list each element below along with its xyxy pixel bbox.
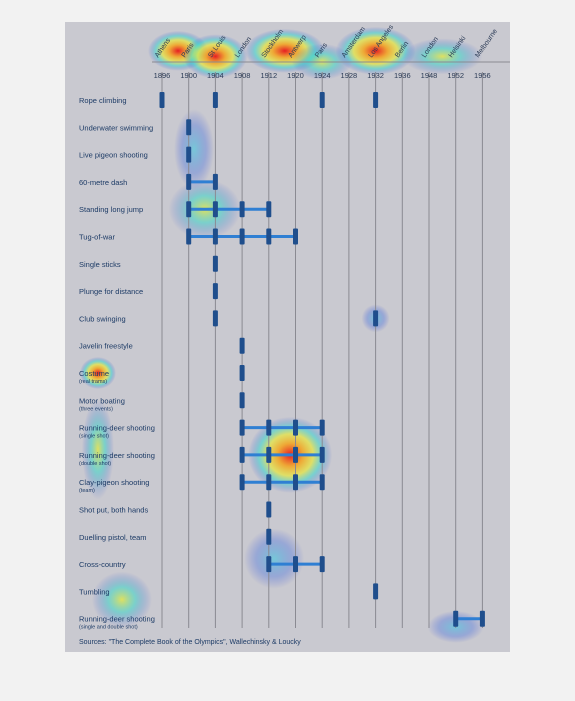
event-year-marker: [213, 283, 218, 299]
event-year-marker: [213, 201, 218, 217]
heat-blob: [174, 109, 214, 189]
event-year-marker: [320, 420, 325, 436]
event-year-marker: [373, 92, 378, 108]
year-label: 1932: [367, 71, 384, 80]
event-year-marker: [240, 201, 245, 217]
event-year-marker: [266, 502, 271, 518]
event-year-marker: [213, 310, 218, 326]
year-label: 1928: [341, 71, 358, 80]
year-label: 1896: [154, 71, 171, 80]
event-year-marker: [240, 420, 245, 436]
year-label: 1908: [234, 71, 251, 80]
event-year-marker: [293, 229, 298, 245]
event-year-marker: [373, 583, 378, 599]
event-label: Costume: [79, 369, 109, 378]
event-year-marker: [240, 229, 245, 245]
event-year-marker: [186, 174, 191, 190]
event-year-marker: [320, 92, 325, 108]
city-label: Melbourne: [474, 28, 499, 59]
event-year-marker: [240, 474, 245, 490]
event-year-marker: [293, 420, 298, 436]
event-label: Rope climbing: [79, 96, 127, 105]
event-year-marker: [320, 474, 325, 490]
event-year-marker: [213, 92, 218, 108]
event-label: Single sticks: [79, 260, 121, 269]
event-year-marker: [480, 611, 485, 627]
event-year-marker: [240, 338, 245, 354]
event-label: Plunge for distance: [79, 287, 143, 296]
event-year-marker: [186, 147, 191, 163]
year-label: 1924: [314, 71, 331, 80]
event-year-marker: [293, 474, 298, 490]
event-year-marker: [186, 119, 191, 135]
attention-heat-overlay: [80, 27, 484, 643]
event-label: Motor boating: [79, 396, 125, 405]
event-sublabel: (team): [79, 488, 95, 494]
event-year-marker: [293, 447, 298, 463]
event-label: Running-deer shooting: [79, 424, 155, 433]
event-sublabel: (single shot): [79, 434, 109, 440]
event-year-marker: [240, 365, 245, 381]
event-year-marker: [266, 201, 271, 217]
event-year-marker: [266, 556, 271, 572]
event-year-marker: [240, 392, 245, 408]
event-year-marker: [373, 310, 378, 326]
event-year-marker: [453, 611, 458, 627]
event-label: Club swinging: [79, 314, 126, 323]
event-year-marker: [266, 474, 271, 490]
event-label: Javelin freestyle: [79, 342, 133, 351]
event-label: Running-deer shooting: [79, 615, 155, 624]
event-label: Underwater swimming: [79, 123, 153, 132]
chart-panel: Athens 1896 Paris 1900 St Louis 1904 London 190…: [65, 22, 510, 652]
year-label: 1900: [180, 71, 197, 80]
year-label: 1956: [474, 71, 491, 80]
event-label: Running-deer shooting: [79, 451, 155, 460]
event-label: Cross-country: [79, 560, 126, 569]
event-year-marker: [186, 229, 191, 245]
event-label: 60-metre dash: [79, 178, 127, 187]
event-year-marker: [293, 556, 298, 572]
event-year-marker: [240, 447, 245, 463]
event-sublabel: (double shot): [79, 461, 111, 467]
year-label: 1948: [421, 71, 438, 80]
event-sublabel: (real trams): [79, 379, 107, 385]
event-year-marker: [160, 92, 165, 108]
event-year-marker: [266, 420, 271, 436]
event-label: Shot put, both hands: [79, 506, 148, 515]
event-label: Tumbling: [79, 587, 110, 596]
event-label: Standing long jump: [79, 205, 143, 214]
event-year-marker: [320, 447, 325, 463]
event-label: Duelling pistol, team: [79, 533, 147, 542]
event-sublabel: (single and double shot): [79, 625, 138, 631]
event-label: Clay-pigeon shooting: [79, 478, 149, 487]
year-label: 1952: [447, 71, 464, 80]
source-note: Sources: "The Complete Book of the Olymp…: [79, 639, 301, 646]
year-label: 1920: [287, 71, 304, 80]
event-year-marker: [186, 201, 191, 217]
event-year-marker: [213, 229, 218, 245]
event-label: Live pigeon shooting: [79, 151, 148, 160]
year-label: 1912: [260, 71, 277, 80]
event-sublabel: (three events): [79, 406, 113, 412]
year-label: 1904: [207, 71, 224, 80]
event-year-marker: [266, 447, 271, 463]
event-year-marker: [213, 174, 218, 190]
year-label: 1936: [394, 71, 411, 80]
event-label: Tug-of-war: [79, 233, 115, 242]
event-year-marker: [266, 529, 271, 545]
event-year-marker: [266, 229, 271, 245]
event-year-marker: [213, 256, 218, 272]
event-year-marker: [320, 556, 325, 572]
heat-blob: [402, 38, 482, 74]
